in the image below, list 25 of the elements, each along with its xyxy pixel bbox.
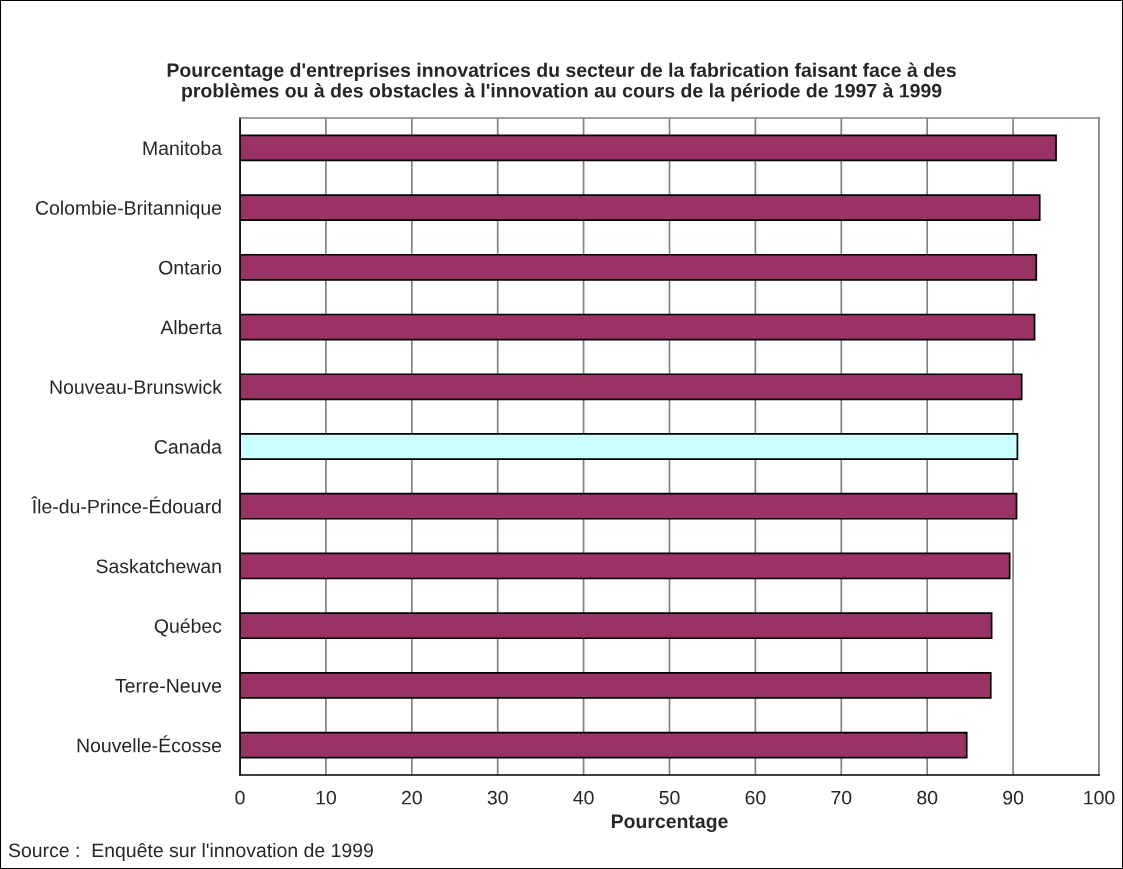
- y-tick-label: Terre-Neuve: [115, 679, 222, 693]
- x-tick-label: 80: [917, 790, 938, 805]
- x-tick-label: 10: [316, 790, 336, 805]
- y-tick-label: Manitoba: [143, 140, 222, 156]
- x-tick-label: 0: [235, 790, 245, 805]
- y-tick-label: Nouvelle-Écosse: [77, 735, 222, 753]
- y-tick-label: Île-du-Prince-Édouard: [31, 496, 221, 514]
- y-tick-label: Québec: [154, 618, 222, 637]
- x-axis-title: Pourcentage: [611, 814, 728, 833]
- y-tick-label: Ontario: [159, 260, 222, 275]
- source-note: Source : Enquête sur l'innovation de 1999: [8, 842, 373, 862]
- x-tick-label: 50: [659, 790, 680, 805]
- y-tick-label: Saskatchewan: [96, 558, 221, 574]
- y-tick-label: Alberta: [160, 320, 222, 335]
- y-tick-label: Colombie-Britannique: [35, 200, 222, 219]
- x-tick-label: 30: [487, 790, 508, 805]
- y-tick-label: Canada: [154, 439, 222, 454]
- x-tick-label: 60: [745, 790, 766, 805]
- x-tick-label: 20: [401, 790, 422, 805]
- x-tick-label: 70: [831, 790, 852, 805]
- x-tick-label: 100: [1084, 790, 1115, 805]
- y-tick-label: Nouveau-Brunswick: [50, 379, 222, 395]
- chart-title: Pourcentage d'entreprises innovatrices du secteur de la fabrication faisant face à des problèmes ou à des obstacles à l'innovation au cours de la période de 1997 à 1999: [167, 62, 956, 102]
- x-tick-label: 40: [573, 790, 594, 805]
- x-tick-label: 90: [1003, 790, 1024, 805]
